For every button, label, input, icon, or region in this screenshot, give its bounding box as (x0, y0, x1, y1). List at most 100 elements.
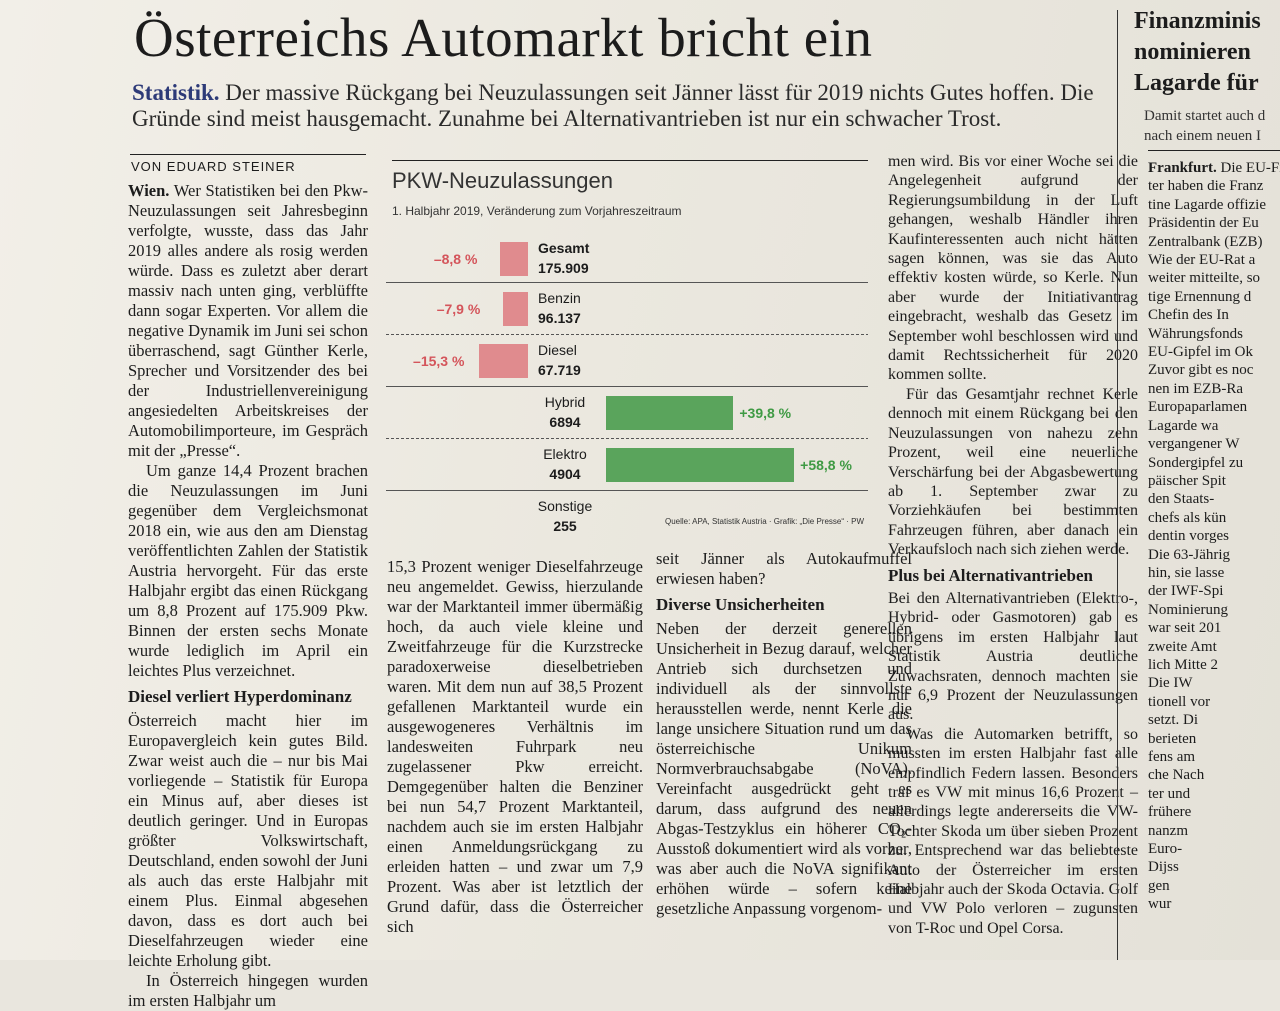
adjacent-body-line: päischer Spit (1148, 472, 1226, 489)
chart-row-separator (386, 334, 868, 335)
col1-paragraph-1: Wer Statistiken bei den Pkw-Neuzulassung… (128, 181, 368, 460)
chart-row-separator (386, 490, 868, 491)
chart-category-label: Gesamt (538, 240, 590, 256)
lead-keyword: Statistik. (132, 80, 220, 105)
adjacent-body-line: wur (1148, 896, 1172, 913)
chart-bar-elektro (606, 448, 795, 482)
adjacent-body-line: ter haben die Franz (1148, 178, 1264, 195)
adjacent-body-line: gen (1148, 877, 1170, 894)
chart-bar-benzin (502, 292, 528, 326)
adjacent-body-line: zweite Amt (1148, 638, 1217, 655)
column-1: Wien. Wer Statistiken bei den Pkw-Neuzul… (128, 181, 368, 1011)
adjacent-body-line: Währungsfonds (1148, 325, 1243, 342)
adjacent-body: Frankfurt. Die EU-Fi ter haben die Franz t… (1148, 159, 1280, 914)
chart-percent-label: –15,3 % (413, 353, 465, 369)
adjacent-body-line: setzt. Di (1148, 712, 1198, 729)
adjacent-body-line: frühere (1148, 804, 1192, 821)
col3-paragraph-1: Neben der derzeit generellen Unsicherhei… (656, 619, 912, 918)
chart-total-label: 255 (553, 518, 577, 534)
chart-category-label: Sonstige (537, 498, 593, 514)
adjacent-body-line: Euro- (1148, 841, 1183, 858)
adjacent-body-line: nanzm (1148, 822, 1188, 839)
adjacent-body-line: Chefin des In (1148, 307, 1229, 324)
chart-total-label: 96.137 (538, 310, 581, 326)
chart-bar-diesel (479, 344, 528, 378)
adjacent-body-line: Europaparlamen (1148, 399, 1248, 416)
dateline: Wien. (128, 181, 170, 200)
chart-total-label: 175.909 (538, 260, 589, 276)
col1-paragraph-2: Um ganze 14,4 Prozent brachen die Neuzul… (128, 461, 368, 680)
chart-bar-hybrid (606, 396, 734, 430)
adjacent-headline-line: Lagarde für (1134, 70, 1259, 96)
chart-row-sonstige: Sonstige 255 (386, 490, 868, 540)
chart-row-separator (386, 386, 868, 387)
col2-paragraph-1: 15,3 Prozent weniger Dieselfahrzeuge neu… (387, 557, 643, 936)
adjacent-body-line: fens am (1148, 749, 1196, 765)
col4-paragraph-0: men wird. Bis vor einer Woche sei die An… (888, 153, 1138, 384)
adjacent-lead: Damit startet auch d nach einem neuen I (1144, 106, 1265, 146)
chart-row-benzin: Benzin 96.137 –7,9 % (386, 282, 868, 332)
adjacent-body-line: Dijss (1148, 859, 1179, 876)
adjacent-body-line: chefs als kün (1148, 509, 1227, 526)
subheading-diesel: Diesel verliert Hyperdominanz (128, 687, 352, 706)
chart-row-elektro: Elektro 4904 +58,8 % (386, 438, 868, 488)
adjacent-dateline: Frankfurt. (1148, 160, 1217, 176)
col4-paragraph-2: Bei den Alternativantrieben (Elektro-, H… (888, 589, 1138, 724)
adjacent-body-line: berieten (1148, 730, 1197, 747)
chart-category-label: Elektro (543, 446, 587, 462)
chart-percent-label: –8,8 % (433, 251, 478, 267)
adjacent-body-line: EU-Gipfel im Ok (1148, 344, 1253, 361)
adjacent-body-line: den Staats- (1148, 491, 1215, 508)
adjacent-headline: Finanzminis nominieren Lagarde für (1134, 6, 1261, 99)
chart-percent-label: +39,8 % (739, 405, 792, 421)
col1-paragraph-3: Österreich macht hier im Europavergleich… (128, 711, 368, 970)
headline: Österreichs Automarkt bricht ein (134, 7, 873, 68)
chart-category-label: Benzin (538, 290, 581, 306)
adjacent-body-line: tionell vor (1148, 693, 1211, 710)
chart-subtitle: 1. Halbjahr 2019, Veränderung zum Vorjah… (392, 204, 682, 218)
adjacent-lead-line: nach einem neuen I (1144, 128, 1262, 144)
pkw-chart: PKW-Neuzulassungen 1. Halbjahr 2019, Ver… (386, 160, 868, 534)
chart-total-label: 6894 (549, 414, 581, 430)
chart-category-label: Diesel (538, 342, 577, 358)
chart-title: PKW-Neuzulassungen (392, 168, 613, 193)
adjacent-article: Finanzminis nominieren Lagarde für Damit s… (1124, 0, 1280, 960)
chart-category-label: Hybrid (544, 394, 586, 410)
lead-text: Der massive Rückgang bei Neuzulassungen … (132, 80, 1094, 131)
adjacent-body-line: che Nach (1148, 767, 1205, 784)
chart-row-diesel: Diesel 67.719 –15,3 % (386, 334, 868, 384)
adjacent-body-line: hin, sie lasse (1148, 564, 1225, 581)
adjacent-body-line: vergangener W (1148, 436, 1240, 453)
column-2: 15,3 Prozent weniger Dieselfahrzeuge neu… (387, 557, 643, 937)
chart-percent-label: –7,9 % (436, 301, 481, 317)
adjacent-body-line: Wie der EU-Rat a (1148, 252, 1256, 269)
adjacent-body-line: der IWF-Spi (1148, 583, 1224, 600)
adjacent-headline-line: nominieren (1134, 39, 1251, 65)
chart-bar-gesamt (499, 242, 528, 276)
adjacent-body-line: lich Mitte 2 (1148, 656, 1218, 673)
chart-total-label: 4904 (549, 466, 581, 482)
chart-row-gesamt: Gesamt 175.909 –8,8 % (386, 232, 868, 282)
column-divider (1117, 10, 1118, 960)
col4-paragraph-1: Für das Gesamtjahr rechnet Kerle dennoch… (888, 385, 1138, 559)
adjacent-body-line: Zentralbank (EZB) (1148, 233, 1263, 250)
adjacent-body-line: Präsidentin der Eu (1148, 215, 1259, 232)
chart-top-rule (392, 160, 868, 161)
col3-paragraph-0: seit Jänner als Autokaufmuffel erwiesen … (656, 549, 912, 588)
subheading-unsicherheiten: Diverse Unsicherheiten (656, 595, 825, 614)
chart-percent-label: +58,8 % (800, 457, 852, 473)
adjacent-body-line: ter und (1148, 785, 1191, 802)
adjacent-body-line: weiter mitteilte, so (1148, 270, 1261, 287)
adjacent-headline-line: Finanzminis (1134, 8, 1261, 34)
adjacent-body-line: Lagarde wa (1148, 417, 1219, 434)
adjacent-body-line: tine Lagarde offizie (1148, 196, 1266, 213)
chart-row-separator (386, 438, 868, 439)
adjacent-body-line: nen im EZB-Ra (1148, 380, 1243, 397)
byline-rule (130, 154, 366, 155)
chart-row-hybrid: Hybrid 6894 +39,8 % (386, 386, 868, 436)
adjacent-body-line: Die IW (1148, 675, 1193, 692)
byline: VON EDUARD STEINER (131, 159, 296, 174)
column-3: seit Jänner als Autokaufmuffel erwiesen … (656, 549, 912, 919)
chart-source: Quelle: APA, Statistik Austria · Grafik:… (664, 517, 864, 526)
